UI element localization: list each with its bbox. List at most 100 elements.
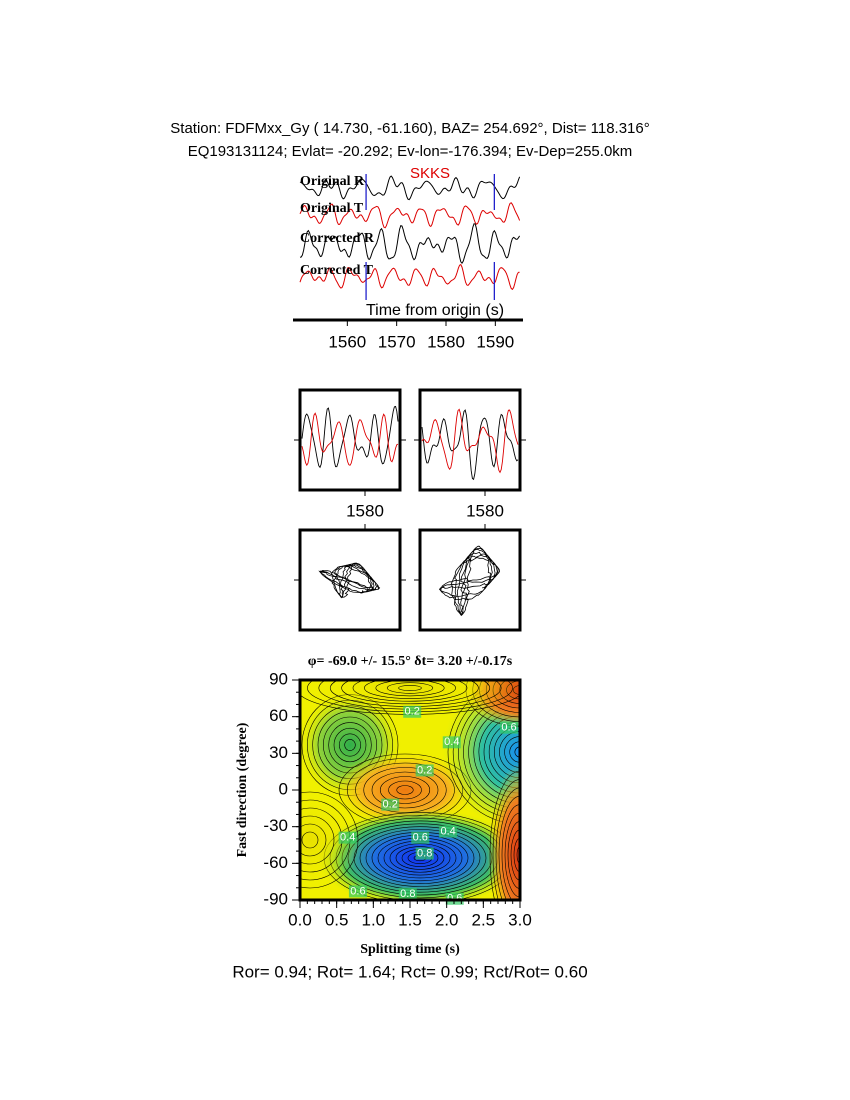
contour-line (504, 736, 520, 768)
trace-label: Corrected T (300, 263, 374, 278)
x-tick-label: 1580 (427, 332, 465, 351)
contour-fill (333, 751, 477, 829)
seismogram-panel: Original R Original T Corrected R Corrected… (293, 165, 523, 351)
trace-label: Original R (300, 174, 365, 189)
contour-label: 0.2 (383, 799, 398, 811)
contour-label: 0.6 (350, 885, 365, 897)
y-tick-label: 90 (269, 669, 288, 688)
contour-line (447, 680, 520, 825)
x-tick-label: 1.5 (398, 910, 422, 929)
x-axis-label: Time from origin (s) (366, 302, 504, 319)
contour-line (495, 787, 520, 900)
contour-line (344, 739, 356, 751)
contour-title: φ= -69.0 +/- 15.5° δt= 3.20 +/-0.17s (308, 654, 513, 669)
contour-line (498, 795, 520, 900)
x-tick-label: 1590 (476, 332, 514, 351)
contour-line (388, 780, 422, 800)
contour-label-bg (415, 764, 434, 777)
contour-line (395, 846, 445, 870)
waveform (301, 412, 399, 467)
contour-line (300, 791, 359, 889)
contour-label: 0.4 (440, 825, 455, 837)
x-tick-label: 0.5 (325, 910, 349, 929)
x-tick-label: 1580 (346, 501, 384, 520)
contour-line (504, 812, 520, 898)
waveform (299, 175, 521, 201)
contour-line (371, 771, 439, 809)
contour-label: 0.6 (501, 722, 516, 734)
y-tick-label: -30 (263, 816, 288, 835)
contour-line (300, 815, 335, 865)
contour-label: 0.2 (405, 706, 420, 718)
contour-line (516, 846, 520, 864)
contour-line (501, 804, 520, 900)
x-tick-label: 0.0 (288, 910, 312, 929)
x-tick-label: 1570 (378, 332, 416, 351)
contour-line (396, 785, 414, 795)
contour-line (510, 829, 520, 881)
header-line: EQ193131124; Evlat= -20.292; Ev-lon=-176… (188, 143, 633, 160)
contour-label-bg (439, 825, 458, 838)
y-tick-label: -60 (263, 853, 288, 872)
header-line: Station: FDFMxx_Gy ( 14.730, -61.160), B… (170, 120, 649, 137)
contour-label-bg (348, 885, 367, 898)
contour-label: 0.8 (400, 888, 415, 900)
contour-label: 0.8 (417, 847, 432, 859)
x-axis-label: Splitting time (s) (360, 942, 460, 957)
contour-line (507, 821, 520, 889)
contour-label: 0.4 (444, 736, 459, 748)
panel-frame (418, 528, 522, 632)
x-tick-label: 1560 (328, 332, 366, 351)
contour-label-bg (415, 847, 434, 860)
trace-label: Corrected R (300, 231, 375, 246)
contour-line (333, 727, 367, 763)
contour-line (483, 715, 520, 789)
contour-label-bg (381, 798, 400, 811)
contour-line (509, 741, 520, 763)
contour-line (341, 680, 479, 705)
waveform (299, 202, 521, 229)
contour-label-bg (338, 831, 357, 844)
contour-line (359, 829, 481, 887)
footer: Ror= 0.94; Rot= 1.64; Rct= 0.99; Rct/Rot… (232, 962, 587, 981)
contour-line (468, 700, 520, 804)
panel-frame (298, 528, 402, 632)
waveform (421, 408, 519, 474)
contour-line (364, 680, 456, 699)
contour-line (386, 682, 434, 694)
y-tick-label: 0 (279, 779, 288, 798)
panel-frame (298, 388, 402, 492)
contour-label: 0.2 (417, 764, 432, 776)
contour-line (379, 776, 431, 804)
contour-label: 0.4 (340, 832, 355, 844)
contour-line (389, 843, 451, 873)
waveform (421, 409, 519, 481)
x-tick-label: 1.0 (362, 910, 386, 929)
contour-fill (300, 788, 362, 892)
panel-frame (418, 388, 522, 492)
particle-motion (318, 562, 381, 599)
contour-line (492, 779, 520, 900)
contour-label: 0.6 (413, 832, 428, 844)
waveform (299, 263, 520, 291)
x-tick-label: 1580 (466, 501, 504, 520)
trace-label: Original T (300, 201, 364, 216)
contour-label-bg (442, 736, 461, 749)
contour-label-bg (398, 887, 417, 900)
small-panels: 1580 1580 (294, 388, 526, 632)
contour-line (473, 705, 520, 799)
contour-line (300, 823, 327, 857)
waveform (301, 405, 399, 469)
contour-line (478, 710, 520, 794)
waveform (299, 223, 521, 265)
x-tick-label: 3.0 (508, 910, 532, 929)
contour-map (300, 680, 520, 900)
contour-label-bg (500, 721, 518, 734)
x-tick-label: 2.0 (435, 910, 459, 929)
contour-line (339, 733, 361, 757)
contour-line (352, 680, 468, 702)
contour-line (513, 837, 520, 873)
contour-panel: 0.20.60.40.20.20.4 0.60.40.80.6 0.8 0.60.0 0… (235, 654, 532, 957)
